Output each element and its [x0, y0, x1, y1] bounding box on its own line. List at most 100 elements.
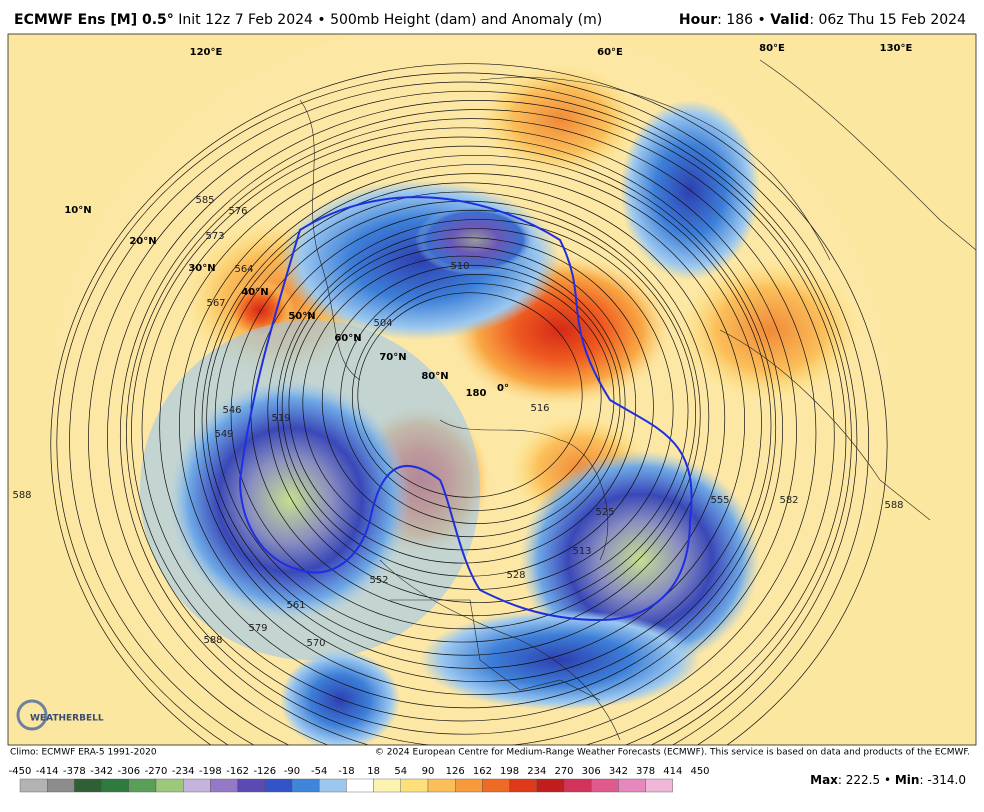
contour-label: 579 — [248, 623, 267, 634]
colorbar-tick-label: -378 — [63, 766, 86, 777]
colorbar-segment — [536, 778, 565, 793]
contour — [159, 145, 777, 709]
contour-label: 561 — [286, 600, 305, 611]
contour-label: 585 — [195, 195, 214, 206]
contour — [214, 191, 710, 643]
longitude-label: 0° — [497, 383, 509, 394]
latitude-label: 60°N — [334, 333, 361, 344]
contour-label: 546 — [222, 405, 241, 416]
max-value: 222.5 — [846, 773, 880, 787]
contour-552 — [238, 196, 693, 622]
valid-value: : 06z Thu 15 Feb 2024 — [809, 12, 966, 28]
colorbar-tick-label: 90 — [422, 766, 435, 777]
map: 10°N 20°N 30°N 40°N 50°N 60°N 70°N 80°N 180 0° 120… — [8, 34, 976, 745]
latitude-label: 20°N — [129, 236, 156, 247]
title-rest: Init 12z 7 Feb 2024 • 500mb Height (dam)… — [178, 12, 602, 28]
anomaly — [415, 205, 535, 275]
contour-label: 510 — [450, 261, 469, 272]
contour-label: 588 — [884, 500, 903, 511]
colorbar-tick-label: -342 — [90, 766, 113, 777]
contour-label: 504 — [373, 318, 392, 329]
colorbar-segment — [237, 778, 266, 793]
copyright: © 2024 European Centre for Medium-Range … — [375, 748, 970, 758]
colorbar-tick-label: 162 — [473, 766, 492, 777]
colorbar-segment — [182, 778, 211, 793]
contour — [194, 164, 762, 682]
colorbar-tick-label: -270 — [145, 766, 168, 777]
contour — [141, 136, 783, 722]
contour — [321, 264, 621, 538]
colorbar-tick-label: 450 — [690, 766, 709, 777]
contour — [131, 127, 797, 735]
colorbar-tick-label: 270 — [554, 766, 573, 777]
contour — [357, 292, 583, 498]
colorbar-tick-label: -54 — [311, 766, 327, 777]
contour-label: 570 — [306, 638, 325, 649]
colorbar-segment — [373, 778, 402, 793]
title: ECMWF Ens [M] 0.5° Init 12z 7 Feb 2024 •… — [14, 12, 602, 28]
colorbar-tick-label: 414 — [663, 766, 682, 777]
contour-label: 519 — [271, 413, 290, 424]
hour-label: Hour — [679, 12, 717, 28]
contour — [56, 72, 869, 745]
contour — [277, 228, 674, 590]
colorbar-tick-label: -90 — [284, 766, 300, 777]
colorbar-tick-label: -162 — [226, 766, 249, 777]
colorbar: -450 -414 -378 -342 -306 -270 -234 -198 -162 -126… — [9, 766, 710, 793]
colorbar-tick-label: -126 — [253, 766, 276, 777]
colorbar-segment — [47, 778, 75, 793]
colorbar-segment — [264, 778, 293, 793]
contour — [201, 173, 746, 669]
colorbar-tick-label: 342 — [609, 766, 628, 777]
valid-info: Hour: 186 • Valid: 06z Thu 15 Feb 2024 — [679, 12, 966, 28]
contour — [288, 246, 637, 564]
contour — [351, 283, 602, 511]
contour-label: 567 — [206, 298, 225, 309]
colorbar-segment — [210, 778, 238, 793]
colorbar-tick-label: -306 — [117, 766, 140, 777]
colorbar-tick-label: -450 — [9, 766, 32, 777]
height-contours — [50, 63, 888, 745]
colorbar-segment — [645, 778, 673, 793]
contour — [302, 255, 626, 551]
contour — [267, 219, 689, 603]
colorbar-tick-label: 54 — [394, 766, 407, 777]
contour-label: 552 — [369, 575, 388, 586]
longitude-label: 60°E — [597, 47, 623, 58]
contour-label: 582 — [779, 495, 798, 506]
climo-note: Climo: ECMWF ERA-5 1991-2020 — [10, 748, 157, 758]
colorbar-segment — [155, 778, 184, 793]
latitude-label: 40°N — [241, 287, 268, 298]
anomaly — [480, 65, 640, 175]
contour-label: 564 — [234, 264, 253, 275]
colorbar-tick-label: -234 — [172, 766, 195, 777]
contour — [107, 100, 847, 745]
contour — [120, 109, 835, 745]
contour-label: 549 — [214, 429, 233, 440]
colorbar-segment — [346, 778, 374, 793]
colorbar-tick-label: -414 — [36, 766, 59, 777]
longitude-label: 130°E — [880, 43, 913, 54]
colorbar-tick-label: 198 — [500, 766, 519, 777]
latitude-label: 30°N — [188, 263, 215, 274]
contour — [50, 63, 888, 745]
coastlines — [299, 59, 976, 741]
contour-label: 555 — [710, 495, 729, 506]
valid-label: Valid — [770, 12, 809, 28]
contour — [126, 118, 817, 745]
contour — [179, 154, 772, 696]
stats: Max: 222.5 • Min: -314.0 — [810, 773, 966, 787]
logo: WEATHERBELL — [16, 699, 104, 731]
colorbar-tick-label: 126 — [446, 766, 465, 777]
colorbar-tick-label: 234 — [527, 766, 546, 777]
colorbar-segment — [400, 778, 429, 793]
min-value: -314.0 — [927, 773, 966, 787]
longitude-label: 80°E — [759, 43, 785, 54]
colorbar-segment — [319, 778, 347, 793]
colorbar-tick-label: 306 — [582, 766, 601, 777]
colorbar-segment — [563, 778, 592, 793]
colorbar-tick-label: -18 — [338, 766, 354, 777]
latitude-label: 80°N — [421, 371, 448, 382]
colorbar-segment — [618, 778, 646, 793]
